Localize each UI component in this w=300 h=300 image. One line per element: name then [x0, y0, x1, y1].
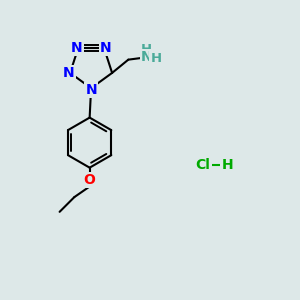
Text: N: N [85, 82, 97, 97]
Text: N: N [100, 41, 111, 55]
Text: O: O [84, 173, 96, 187]
Text: Cl: Cl [196, 158, 210, 172]
Text: N: N [63, 66, 74, 80]
Text: H: H [221, 158, 233, 172]
Text: H: H [150, 52, 161, 65]
Text: H: H [141, 43, 152, 56]
Text: N: N [141, 50, 152, 64]
Text: N: N [71, 41, 82, 55]
